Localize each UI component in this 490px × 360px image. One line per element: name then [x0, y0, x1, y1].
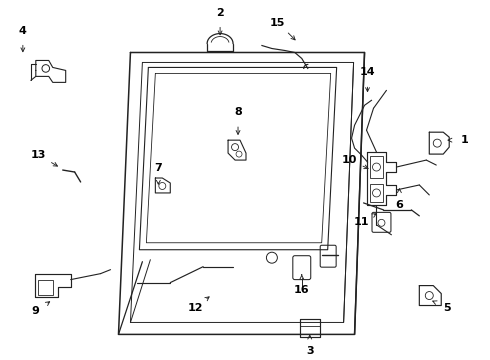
Text: 11: 11: [354, 217, 369, 227]
Text: 4: 4: [19, 26, 27, 36]
Text: 1: 1: [460, 135, 468, 145]
Text: 8: 8: [234, 107, 242, 117]
Text: 7: 7: [154, 163, 162, 173]
Text: 5: 5: [443, 302, 451, 312]
Text: 13: 13: [31, 150, 47, 160]
Text: 12: 12: [188, 302, 203, 312]
Text: 3: 3: [306, 346, 314, 356]
Text: 16: 16: [294, 284, 310, 294]
Text: 14: 14: [360, 67, 375, 77]
Text: 9: 9: [32, 306, 40, 316]
Text: 2: 2: [216, 8, 224, 18]
Text: 6: 6: [395, 200, 403, 210]
Text: 10: 10: [342, 155, 357, 165]
Text: 15: 15: [270, 18, 286, 28]
